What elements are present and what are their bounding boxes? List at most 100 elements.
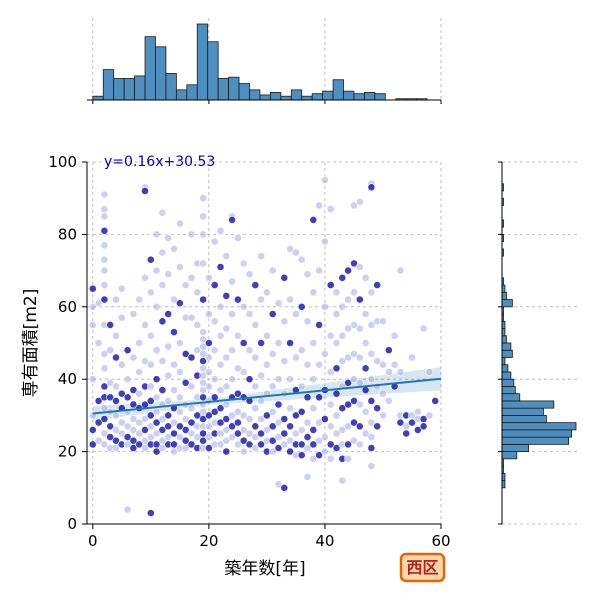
scatter-point (222, 252, 231, 260)
scatter-point (239, 447, 248, 456)
scatter-point (245, 415, 254, 423)
scatter-point (94, 418, 103, 427)
y-histogram (498, 161, 580, 525)
x-histogram (87, 18, 442, 104)
scatter-point (309, 425, 318, 434)
scatter-point (175, 407, 184, 416)
scatter-point (344, 324, 352, 333)
scatter-point (320, 433, 329, 441)
scatter-point (106, 320, 115, 329)
scatter-point (326, 281, 335, 289)
scatter-point (228, 215, 236, 224)
scatter-point (297, 302, 306, 311)
scatter-point (280, 429, 289, 438)
scatter-point (413, 425, 422, 434)
scatter-point (175, 263, 184, 271)
x-hist-bar (134, 75, 146, 101)
scatter-point (123, 422, 132, 431)
scatter-point (141, 415, 149, 423)
scatter-point (309, 404, 318, 413)
scatter-point (361, 273, 370, 282)
scatter-point (170, 295, 178, 304)
y-hist-bar (501, 429, 572, 438)
scatter-point (309, 375, 318, 384)
scatter-point (216, 360, 225, 369)
scatter-point (367, 320, 376, 329)
scatter-point (146, 331, 155, 340)
scatter-point (361, 364, 370, 373)
scatter-point (100, 440, 109, 449)
scatter-point (344, 295, 352, 304)
scatter-point (170, 360, 178, 369)
scatter-point (309, 339, 318, 347)
scatter-point (210, 407, 219, 416)
scatter-point (146, 360, 155, 369)
scatter-point (170, 328, 178, 336)
scatter-point (233, 407, 242, 416)
scatter-point (332, 339, 341, 347)
scatter-point (268, 349, 277, 358)
scatter-point (332, 429, 341, 438)
scatter-point (309, 440, 318, 449)
x-hist-bar (249, 89, 261, 101)
scatter-point (135, 429, 144, 438)
scatter-point (332, 444, 341, 452)
scatter-point (396, 266, 405, 275)
scatter-point (280, 273, 289, 282)
scatter-point (88, 302, 97, 311)
scatter-point (315, 418, 323, 427)
scatter-point (228, 277, 236, 286)
scatter-point (251, 422, 260, 431)
scatter-point (158, 281, 167, 289)
x-hist-bar (92, 95, 104, 101)
scatter-point (431, 396, 440, 405)
scatter-point (204, 339, 213, 347)
scatter-point (286, 447, 294, 456)
scatter-point (280, 440, 289, 449)
scatter-point (112, 382, 120, 391)
scatter-point (367, 462, 376, 470)
scatter-point (379, 317, 387, 326)
scatter-point (170, 244, 178, 253)
scatter-point (152, 346, 161, 355)
scatter-point (326, 400, 335, 409)
scatter-point (123, 375, 132, 384)
scatter-point (315, 451, 323, 460)
tick-labels: 0 20 40 60 0 20 40 60 80 100 (48, 153, 450, 550)
scatter-point (100, 190, 109, 199)
x-hist-bar (217, 78, 230, 101)
y-hist-bar (501, 299, 513, 308)
scatter-point (257, 252, 265, 260)
scatter-point (245, 346, 254, 355)
scatter-point (326, 205, 335, 213)
scatter-point (228, 310, 236, 318)
scatter-point (100, 295, 109, 304)
scatter-point (117, 418, 126, 427)
scatter-point (239, 368, 248, 376)
scatter-point (135, 389, 144, 398)
scatter-point (175, 219, 184, 228)
scatter-point (187, 230, 196, 239)
scatter-point (344, 353, 352, 362)
scatter-point (355, 263, 364, 271)
scatter-point (187, 313, 196, 322)
scatter-point (309, 454, 318, 463)
scatter-point (355, 353, 364, 362)
scatter-point (396, 418, 405, 427)
scatter-point (257, 440, 265, 449)
scatter-point (396, 368, 405, 376)
scatter-point (262, 288, 271, 297)
scatter-point (204, 411, 213, 420)
x-hist-bar (290, 89, 303, 101)
scatter-point (152, 302, 161, 311)
scatter-point (146, 255, 155, 264)
scatter-point (216, 263, 225, 271)
scatter-point (210, 281, 219, 289)
scatter-point (379, 389, 387, 398)
scatter-point (216, 429, 225, 438)
scatter-point (367, 444, 376, 452)
scatter-point (320, 237, 329, 246)
scatter-point (355, 324, 364, 333)
scatter-point (233, 295, 242, 304)
scatter-point (239, 259, 248, 268)
